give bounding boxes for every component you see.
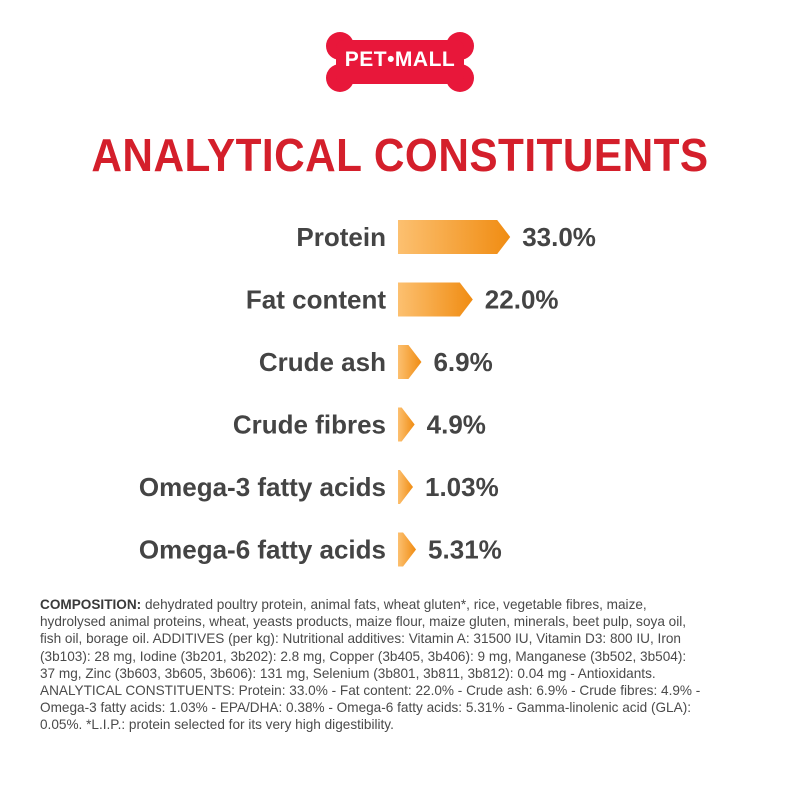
value-label: 4.9% [427,410,486,440]
pet-mall-logo: PET•MALL [326,30,474,94]
composition-line: dehydrated poultry protein, animal fats,… [141,597,647,612]
composition-line: fish oil, borage oil. ADDITIVES (per kg)… [40,631,681,647]
bar [398,470,413,504]
bar [398,220,511,254]
bar [398,345,422,379]
value-label: 1.03% [425,472,499,502]
composition-text: COMPOSITION: dehydrated poultry protein,… [40,596,764,734]
category-label: Protein [296,222,386,252]
composition-line: 37 mg, Zinc (3b603, 3b605, 3b606): 131 m… [40,665,656,681]
value-label: 33.0% [522,222,596,252]
composition-line: hydrolysed animal proteins, wheat, yeast… [40,614,687,630]
value-label: 5.31% [428,535,502,565]
page-title: ANALYTICAL CONSTITUENTS [91,129,709,181]
composition-line: 0.05%. *L.I.P.: protein selected for its… [40,717,394,733]
category-label: Fat content [246,285,386,315]
value-label: 6.9% [433,347,492,377]
bone-logo-shape [326,32,474,92]
value-label: 22.0% [485,285,559,315]
category-label: Omega-6 fatty acids [139,535,386,565]
logo-text: PET•MALL [344,48,456,71]
category-label: Omega-3 fatty acids [139,472,386,502]
composition-line: (3b103): 28 mg, Iodine (3b201, 3b202): 2… [40,648,687,664]
analytical-chart: Protein 33.0% Fat content 22.0% Crude ash 6.9… [139,220,596,567]
composition-line: Omega-3 fatty acids: 1.03% - EPA/DHA: 0.… [40,700,691,716]
category-label: Crude fibres [233,410,386,440]
composition-line: ANALYTICAL CONSTITUENTS: Protein: 33.0% … [40,683,701,699]
category-label: Crude ash [259,347,386,377]
bar [398,407,415,442]
bar [398,532,417,567]
bar [398,282,473,317]
composition-label: COMPOSITION: [40,597,142,612]
